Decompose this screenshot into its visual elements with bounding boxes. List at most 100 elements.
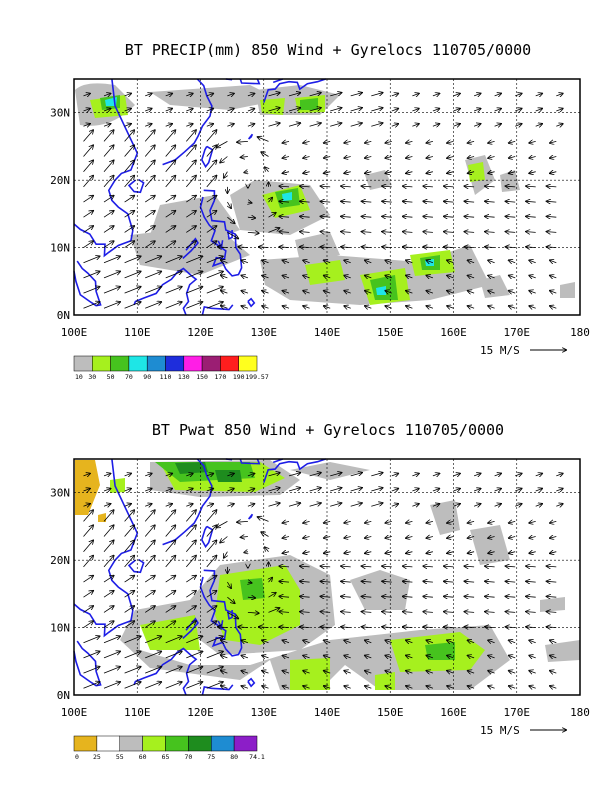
wind-vector <box>145 504 151 506</box>
wind-vector <box>165 161 176 172</box>
wind-vector <box>279 186 290 187</box>
wind-vector <box>145 667 161 674</box>
wind-vector <box>206 226 217 233</box>
wind-vector <box>83 226 94 233</box>
colorbar-swatch <box>73 355 93 372</box>
wind-vector <box>341 612 351 613</box>
wind-vector <box>124 226 135 233</box>
wind-vector <box>427 656 434 658</box>
wind-vector <box>385 671 392 673</box>
wind-vector <box>103 504 110 506</box>
wind-vector <box>468 640 475 642</box>
pwat-area <box>98 513 106 522</box>
coastline-segment <box>73 640 102 687</box>
lat-tick-label: 20N <box>50 554 70 567</box>
wind-vector <box>365 172 372 174</box>
wind-vector <box>447 276 454 278</box>
wind-vector <box>124 161 135 172</box>
wind-vector <box>83 510 94 522</box>
wind-vector <box>365 640 372 642</box>
precip-area <box>150 85 280 110</box>
wind-vector <box>145 109 151 111</box>
wind-vector <box>341 581 351 582</box>
lon-tick-label: 160E <box>440 706 467 719</box>
coastline-segment <box>247 297 256 308</box>
wind-vector <box>103 510 114 522</box>
colorbar-tick-label: 170 <box>215 373 227 381</box>
wind-vector <box>185 510 196 522</box>
wind-vector <box>268 608 280 613</box>
wind-vector <box>279 612 290 613</box>
wind-vector <box>227 201 231 208</box>
wind-vector <box>324 521 331 523</box>
wind-vector <box>485 596 495 597</box>
wind-vector <box>224 171 228 178</box>
wind-vector <box>206 606 217 613</box>
wind-vector <box>391 489 398 491</box>
wind-vector <box>529 306 536 308</box>
colorbar-tick-label: 110 <box>160 373 172 381</box>
wind-vector <box>303 671 310 673</box>
wind-vector <box>218 247 228 248</box>
wind-vector <box>344 537 351 539</box>
wind-vector <box>103 161 114 172</box>
wind-vector <box>269 198 273 202</box>
wind-vector <box>324 640 331 642</box>
wind-vector <box>303 521 310 523</box>
wind-vector <box>341 596 351 597</box>
lon-tick-label: 130E <box>251 326 278 339</box>
wind-vector <box>124 556 135 568</box>
wind-vector <box>362 247 372 248</box>
wind-vector <box>185 161 196 172</box>
wind-vector <box>303 640 310 642</box>
wind-vector <box>83 489 90 491</box>
wind-vector <box>485 581 495 582</box>
wind-vector <box>453 474 460 476</box>
wind-vector <box>238 247 248 248</box>
precip-panel-title: BT PRECIP(mm) 850 Wind + Gyrelocs 110705… <box>125 41 531 59</box>
wind-vector <box>488 306 495 308</box>
pwat-area <box>375 672 395 690</box>
coastline-segment <box>226 610 233 620</box>
wind-vector <box>103 272 120 279</box>
wind-vector <box>550 157 557 159</box>
lon-tick-label: 150E <box>377 706 404 719</box>
wind-vector <box>269 578 273 582</box>
wind-vector <box>550 276 557 278</box>
wind-vector <box>227 596 234 603</box>
wind-vector <box>186 636 202 644</box>
precip-area <box>560 282 575 298</box>
wind-vector <box>103 525 114 537</box>
wind-vector <box>385 686 392 688</box>
wind-vector <box>247 597 255 598</box>
wind-vector <box>547 566 557 567</box>
wind-vector <box>391 94 398 96</box>
wind-vector <box>83 667 100 674</box>
wind-vector <box>403 186 413 187</box>
wind-vector <box>186 272 202 279</box>
pwat-panel: BT Pwat 850 Wind + Gyrelocs 110705/0000 <box>50 421 590 761</box>
lat-tick-label: 0N <box>57 309 70 322</box>
wind-vector <box>124 302 141 309</box>
wind-vector <box>165 109 172 111</box>
wind-vector <box>488 141 495 143</box>
wind-vector <box>341 247 351 248</box>
wind-vector <box>529 671 536 673</box>
wind-vector <box>221 260 228 262</box>
precip-area <box>295 232 340 262</box>
colorbar-swatch <box>211 735 235 752</box>
wind-vector <box>303 306 310 308</box>
wind-vector <box>403 247 413 248</box>
wind-vector <box>103 145 114 157</box>
wind-vector <box>165 130 176 142</box>
wind-vector <box>488 157 495 159</box>
wind-vector <box>227 109 233 111</box>
wind-vector <box>186 226 196 233</box>
wind-vector <box>321 216 331 217</box>
pwat-area <box>110 478 125 493</box>
wind-vector <box>321 612 331 613</box>
pwat-area <box>540 597 565 612</box>
wind-vector <box>145 682 161 689</box>
wind-vector <box>206 489 213 491</box>
wind-vector <box>365 276 372 278</box>
